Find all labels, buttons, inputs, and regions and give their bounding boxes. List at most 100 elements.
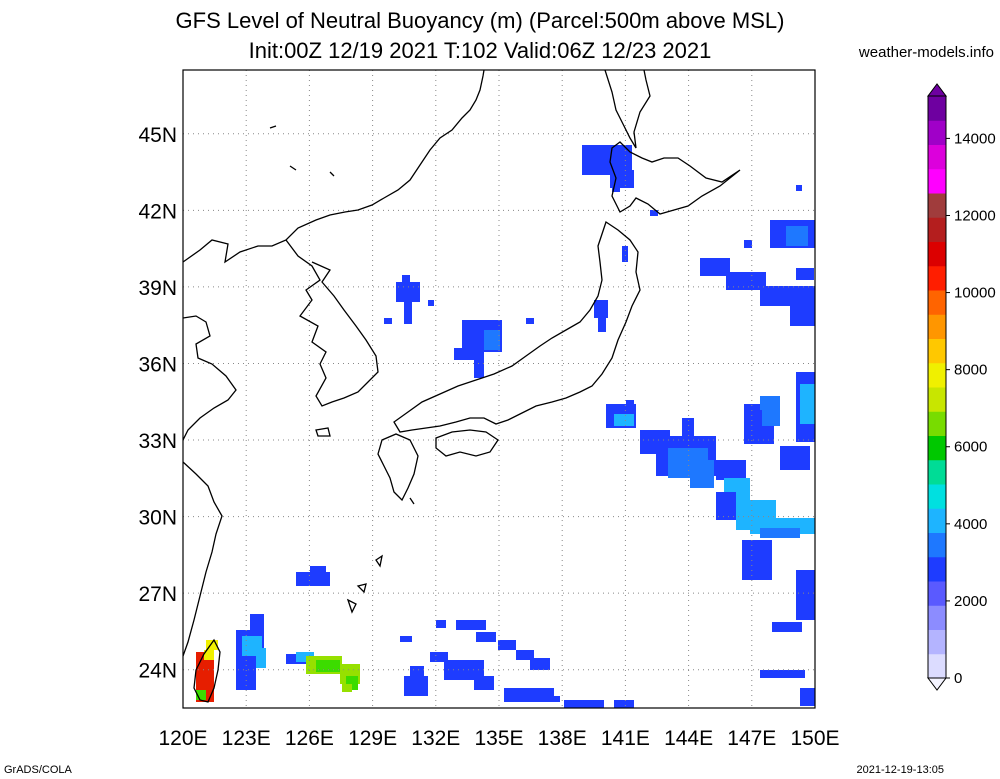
buoyancy-cell xyxy=(622,246,628,262)
buoyancy-cell xyxy=(612,182,620,192)
buoyancy-cell xyxy=(716,492,736,520)
chart-title: GFS Level of Neutral Buoyancy (m) (Parce… xyxy=(175,8,785,33)
buoyancy-cell xyxy=(428,300,434,306)
buoyancy-cell xyxy=(342,684,352,692)
buoyancy-cell xyxy=(296,652,314,662)
buoyancy-cell xyxy=(796,268,814,280)
lat-tick-label: 42N xyxy=(138,200,177,223)
lon-tick-labels: 120E 123E 126E 129E 132E 135E 138E 141E 144E 147E… xyxy=(158,727,839,750)
footer-timestamp: 2021-12-19-13:05 xyxy=(856,764,944,776)
lon-tick-label: 144E xyxy=(664,727,713,750)
lat-tick-label: 36N xyxy=(138,353,177,376)
colorbar-segment xyxy=(928,411,946,436)
islands xyxy=(269,125,415,614)
hokkaido-coast xyxy=(609,141,741,215)
buoyancy-cell xyxy=(800,384,815,424)
buoyancy-cell xyxy=(404,300,412,324)
colorbar-segment xyxy=(928,459,946,485)
buoyancy-cell xyxy=(196,690,206,700)
lon-tick-label: 150E xyxy=(790,727,839,750)
footer-left: GrADS/COLA xyxy=(4,764,72,776)
colorbar-max-arrow xyxy=(927,83,947,97)
lat-tick-label: 27N xyxy=(138,583,177,606)
buoyancy-cell xyxy=(760,560,770,580)
buoyancy-cell xyxy=(726,272,766,290)
buoyancy-cell xyxy=(250,614,264,634)
colorbar-segment xyxy=(928,387,946,412)
colorbar-segment xyxy=(928,556,946,582)
buoyancy-cell xyxy=(310,566,326,576)
buoyancy-cell xyxy=(402,275,410,285)
buoyancy-cell xyxy=(196,652,214,702)
lon-tick-label: 129E xyxy=(348,727,397,750)
colorbar-segment xyxy=(928,193,946,218)
lat-tick-label: 33N xyxy=(138,430,177,453)
buoyancy-cell xyxy=(786,226,808,246)
buoyancy-cell xyxy=(410,666,424,678)
buoyancy-cell xyxy=(540,696,560,702)
buoyancy-cell xyxy=(796,185,802,191)
buoyancy-cell xyxy=(456,620,486,630)
colorbar-segment xyxy=(928,653,946,679)
lat-tick-label: 39N xyxy=(138,277,177,300)
colorbar-tick-label: 6000 xyxy=(954,439,987,456)
buoyancy-cell xyxy=(790,296,815,326)
lon-tick-label: 141E xyxy=(601,727,650,750)
map-frame xyxy=(182,69,816,709)
colorbar-segment xyxy=(928,581,946,606)
buoyancy-cell xyxy=(436,620,446,628)
lat-tick-labels: 24N 27N 30N 33N 36N 39N 42N 45N xyxy=(138,124,177,683)
china-coast xyxy=(183,315,237,441)
buoyancy-cell xyxy=(772,622,802,632)
lon-tick-label: 138E xyxy=(538,727,587,750)
lon-tick-label: 120E xyxy=(158,727,207,750)
buoyancy-cell xyxy=(760,528,800,538)
buoyancy-cell xyxy=(800,688,815,706)
colorbar-tick-label: 0 xyxy=(954,670,962,687)
buoyancy-cell xyxy=(400,636,412,642)
buoyancy-cell xyxy=(564,700,604,708)
colorbar-tick-label: 8000 xyxy=(954,362,987,379)
colorbar-segment xyxy=(928,484,946,509)
buoyancy-cell xyxy=(484,330,500,350)
buoyancy-cell xyxy=(474,676,494,690)
buoyancy-cell xyxy=(690,460,714,488)
kyushu-coast xyxy=(377,433,419,502)
lon-tick-label: 123E xyxy=(222,727,271,750)
coastlines xyxy=(183,70,741,703)
buoyancy-cell xyxy=(526,318,534,324)
sakhalin-coast xyxy=(604,70,651,149)
colorbar-segment xyxy=(928,532,946,558)
map-grid xyxy=(183,70,815,708)
colorbar-min-arrow xyxy=(927,677,947,691)
colorbar-tick-label: 10000 xyxy=(954,285,996,302)
colorbar-segment xyxy=(928,265,946,291)
colorbar-segment xyxy=(928,144,946,170)
colorbar-segment xyxy=(928,290,946,315)
colorbar-segment xyxy=(928,338,946,364)
colorbar-segment xyxy=(928,605,946,630)
buoyancy-cell xyxy=(404,676,428,696)
lon-tick-label: 135E xyxy=(474,727,523,750)
colorbar-segment xyxy=(928,217,946,242)
colorbar-segment xyxy=(928,96,946,121)
buoyancy-cell xyxy=(614,700,634,708)
colorbar-tick-label: 4000 xyxy=(954,516,987,533)
colorbar-frame xyxy=(927,95,947,679)
buoyancy-cell xyxy=(700,258,730,276)
buoyancy-cell xyxy=(594,300,608,318)
colorbar-segment xyxy=(928,435,946,461)
buoyancy-cell xyxy=(716,460,746,480)
taiwan-coast xyxy=(193,638,221,703)
colorbar-tick-label: 12000 xyxy=(954,207,996,224)
buoyancy-cell xyxy=(384,318,392,324)
buoyancy-cell xyxy=(516,650,534,660)
colorbar-segment xyxy=(928,241,946,267)
buoyancy-cell xyxy=(476,632,496,642)
lat-tick-label: 45N xyxy=(138,124,177,147)
colorbar-segment xyxy=(928,629,946,655)
colorbar-tick-label: 14000 xyxy=(954,130,996,147)
buoyancy-cell xyxy=(780,446,810,470)
buoyancy-cell xyxy=(626,400,634,408)
